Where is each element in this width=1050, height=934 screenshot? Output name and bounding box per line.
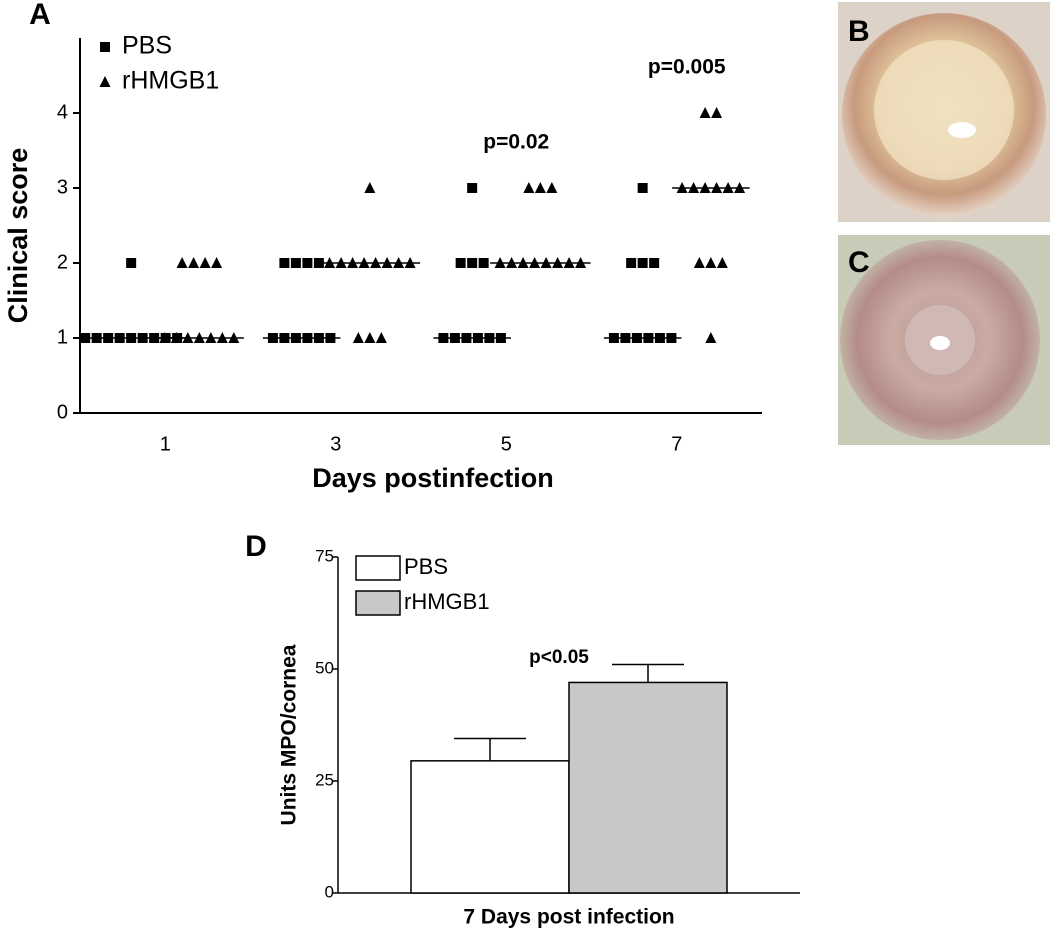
triangle-point — [705, 257, 717, 268]
x-tick-label: 7 — [671, 433, 682, 455]
panel-label: B — [848, 15, 870, 48]
triangle-point — [352, 332, 364, 343]
triangle-point — [693, 257, 705, 268]
panel-label: D — [245, 530, 267, 563]
y-tick-label: 0 — [325, 882, 334, 901]
y-tick-label: 1 — [57, 326, 68, 348]
triangle-point — [699, 107, 711, 118]
triangle-point — [364, 332, 376, 343]
photo-c — [838, 235, 1050, 445]
triangle-point — [711, 107, 723, 118]
y-axis-label: Clinical score — [3, 148, 33, 324]
square-point — [100, 42, 110, 52]
square-point — [313, 258, 324, 268]
triangle-point — [188, 257, 200, 268]
y-tick-label: 25 — [315, 770, 334, 789]
legend-label: rHMGB1 — [122, 67, 219, 95]
triangle-point — [716, 257, 728, 268]
triangle-point — [364, 182, 376, 193]
p-value: p=0.005 — [648, 56, 726, 79]
square-point — [290, 258, 301, 268]
square-point — [467, 183, 478, 193]
square-point — [478, 258, 489, 268]
legend-label: rHMGB1 — [404, 589, 490, 614]
y-tick-label: 50 — [315, 658, 334, 677]
x-axis-label: Days postinfection — [312, 463, 554, 493]
square-point — [467, 258, 478, 268]
y-tick-label: 3 — [57, 176, 68, 198]
legend-swatch — [355, 590, 401, 616]
y-tick-label: 2 — [57, 251, 68, 273]
triangle-point — [705, 332, 717, 343]
p-value: p<0.05 — [529, 647, 589, 668]
legend-swatch — [355, 555, 401, 581]
square-point — [626, 258, 637, 268]
p-value: p=0.02 — [483, 131, 549, 154]
y-tick-label: 0 — [57, 401, 68, 423]
triangle-point — [546, 182, 558, 193]
legend-label: PBS — [404, 554, 448, 579]
panel-label: C — [848, 246, 870, 279]
x-tick-label: 5 — [501, 433, 512, 455]
triangle-point — [375, 332, 387, 343]
y-axis-label: Units MPO/cornea — [278, 644, 301, 825]
square-point — [126, 258, 137, 268]
legend-label: PBS — [122, 32, 172, 60]
square-point — [649, 258, 660, 268]
y-tick-label: 75 — [315, 546, 334, 565]
triangle-point — [523, 182, 535, 193]
square-point — [279, 258, 290, 268]
triangle-point — [534, 182, 546, 193]
triangle-point — [176, 257, 188, 268]
photo-b — [838, 2, 1050, 222]
bar — [568, 681, 728, 894]
square-point — [302, 258, 313, 268]
square-point — [637, 183, 648, 193]
y-tick-label: 4 — [57, 101, 68, 123]
x-tick-label: 1 — [160, 433, 171, 455]
triangle-point — [199, 257, 211, 268]
x-axis-label: 7 Days post infection — [463, 906, 674, 929]
square-point — [455, 258, 466, 268]
panel-label: A — [29, 0, 51, 31]
triangle-point — [99, 76, 111, 87]
bar — [410, 760, 570, 894]
square-point — [637, 258, 648, 268]
x-tick-label: 3 — [330, 433, 341, 455]
triangle-point — [211, 257, 223, 268]
